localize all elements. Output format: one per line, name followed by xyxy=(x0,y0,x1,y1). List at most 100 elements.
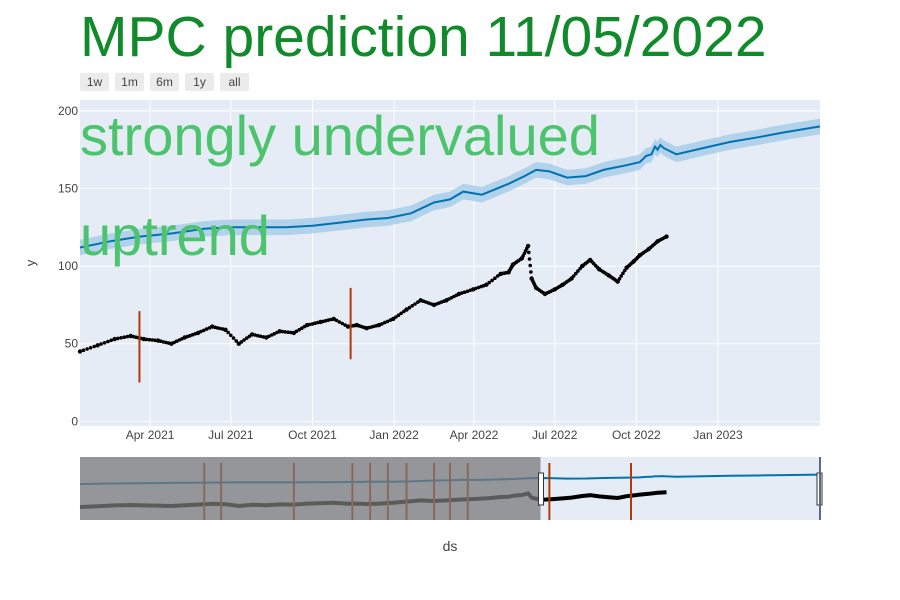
actual-point xyxy=(662,235,667,240)
actual-point xyxy=(340,321,345,326)
range-button-all[interactable]: all xyxy=(220,73,249,91)
actual-point xyxy=(619,274,623,278)
actual-point xyxy=(388,318,393,322)
range-button-bg xyxy=(220,73,249,91)
actual-point xyxy=(654,241,658,245)
actual-point xyxy=(193,332,198,336)
actual-point xyxy=(525,246,529,251)
actual-point xyxy=(576,269,580,273)
actual-point xyxy=(150,338,155,342)
actual-point xyxy=(102,341,107,345)
actual-point xyxy=(510,264,514,268)
actual-point xyxy=(99,342,103,346)
y-tick-label: 50 xyxy=(65,337,79,351)
actual-point xyxy=(568,278,572,282)
range-button-1m[interactable]: 1m xyxy=(115,73,144,91)
actual-point xyxy=(636,254,641,259)
actual-point xyxy=(289,330,293,335)
actual-point xyxy=(617,277,622,281)
actual-point xyxy=(158,339,163,344)
y-tick-label: 100 xyxy=(58,259,78,273)
actual-point xyxy=(300,326,304,331)
actual-point xyxy=(106,339,110,344)
chart-title: MPC prediction 11/05/2022 xyxy=(80,5,767,69)
actual-point xyxy=(343,323,347,327)
range-button-1w[interactable]: 1w xyxy=(80,73,109,91)
actual-point xyxy=(595,265,600,270)
actual-point xyxy=(294,329,299,334)
actual-point xyxy=(231,336,236,340)
actual-point xyxy=(490,278,494,283)
actual-point xyxy=(95,343,100,348)
range-slider-handle-left[interactable] xyxy=(538,472,545,506)
actual-point xyxy=(253,333,257,337)
actual-point xyxy=(92,344,96,349)
actual-point xyxy=(329,317,333,322)
actual-point xyxy=(337,320,342,324)
actual-point xyxy=(215,326,220,330)
actual-point xyxy=(645,248,649,253)
actual-point xyxy=(247,334,252,339)
actual-point xyxy=(272,332,277,336)
x-tick-label: Apr 2021 xyxy=(126,428,175,442)
actual-point xyxy=(623,268,627,273)
actual-point xyxy=(275,330,279,335)
x-tick-label: Jul 2021 xyxy=(208,428,254,442)
x-tick-label: Jan 2023 xyxy=(693,428,743,442)
actual-point xyxy=(586,259,591,263)
actual-point xyxy=(394,315,398,319)
x-tick-label: Oct 2022 xyxy=(612,428,661,442)
gridlines xyxy=(80,100,820,426)
actual-point xyxy=(286,330,291,335)
x-axis-label: ds xyxy=(443,538,458,554)
range-selector: 1w 1m 6m 1y all xyxy=(80,73,249,91)
actual-point xyxy=(297,328,302,332)
range-button-bg xyxy=(80,73,109,91)
actual-series xyxy=(77,234,669,354)
actual-point xyxy=(174,339,179,344)
x-tick-label: Oct 2021 xyxy=(288,428,337,442)
actual-point xyxy=(574,271,578,276)
actual-point xyxy=(258,334,263,339)
range-slider[interactable] xyxy=(79,457,823,520)
range-button-label: all xyxy=(228,75,240,89)
actual-point xyxy=(242,338,246,342)
actual-point xyxy=(255,333,260,338)
range-button-label: 1y xyxy=(193,75,206,89)
actual-point xyxy=(144,337,149,342)
range-button-label: 1w xyxy=(87,75,103,89)
actual-point xyxy=(459,291,464,295)
forecast-series xyxy=(79,118,821,256)
forecast-line xyxy=(79,125,821,249)
actual-point xyxy=(199,329,203,334)
actual-point xyxy=(166,341,171,345)
actual-point xyxy=(380,322,384,326)
actual-point xyxy=(226,330,230,335)
actual-point xyxy=(245,336,249,340)
actual-point xyxy=(239,340,244,344)
range-button-6m[interactable]: 6m xyxy=(150,73,179,91)
actual-point xyxy=(518,257,522,262)
range-button-bg xyxy=(115,73,144,91)
actual-point xyxy=(316,320,320,325)
actual-point xyxy=(529,270,533,274)
range-button-1y[interactable]: 1y xyxy=(185,73,214,91)
actual-point xyxy=(201,328,206,333)
actual-point xyxy=(153,338,157,343)
x-tick-label: Jul 2022 xyxy=(532,428,578,442)
actual-point xyxy=(407,305,412,310)
actual-point xyxy=(302,324,307,329)
actual-point xyxy=(131,334,135,339)
changepoint-markers xyxy=(138,287,352,383)
actual-point xyxy=(267,334,271,339)
actual-point xyxy=(134,335,138,340)
x-axis-ticks: Apr 2021 Jul 2021 Oct 2021 Jan 2022 Apr 2022… xyxy=(126,428,743,442)
forecast-uncertainty-band xyxy=(80,118,820,256)
actual-point xyxy=(280,329,285,334)
actual-point xyxy=(218,326,222,331)
range-button-label: 6m xyxy=(156,75,173,89)
y-axis-label: y xyxy=(23,259,38,266)
actual-point xyxy=(374,323,379,328)
actual-point xyxy=(81,348,86,353)
